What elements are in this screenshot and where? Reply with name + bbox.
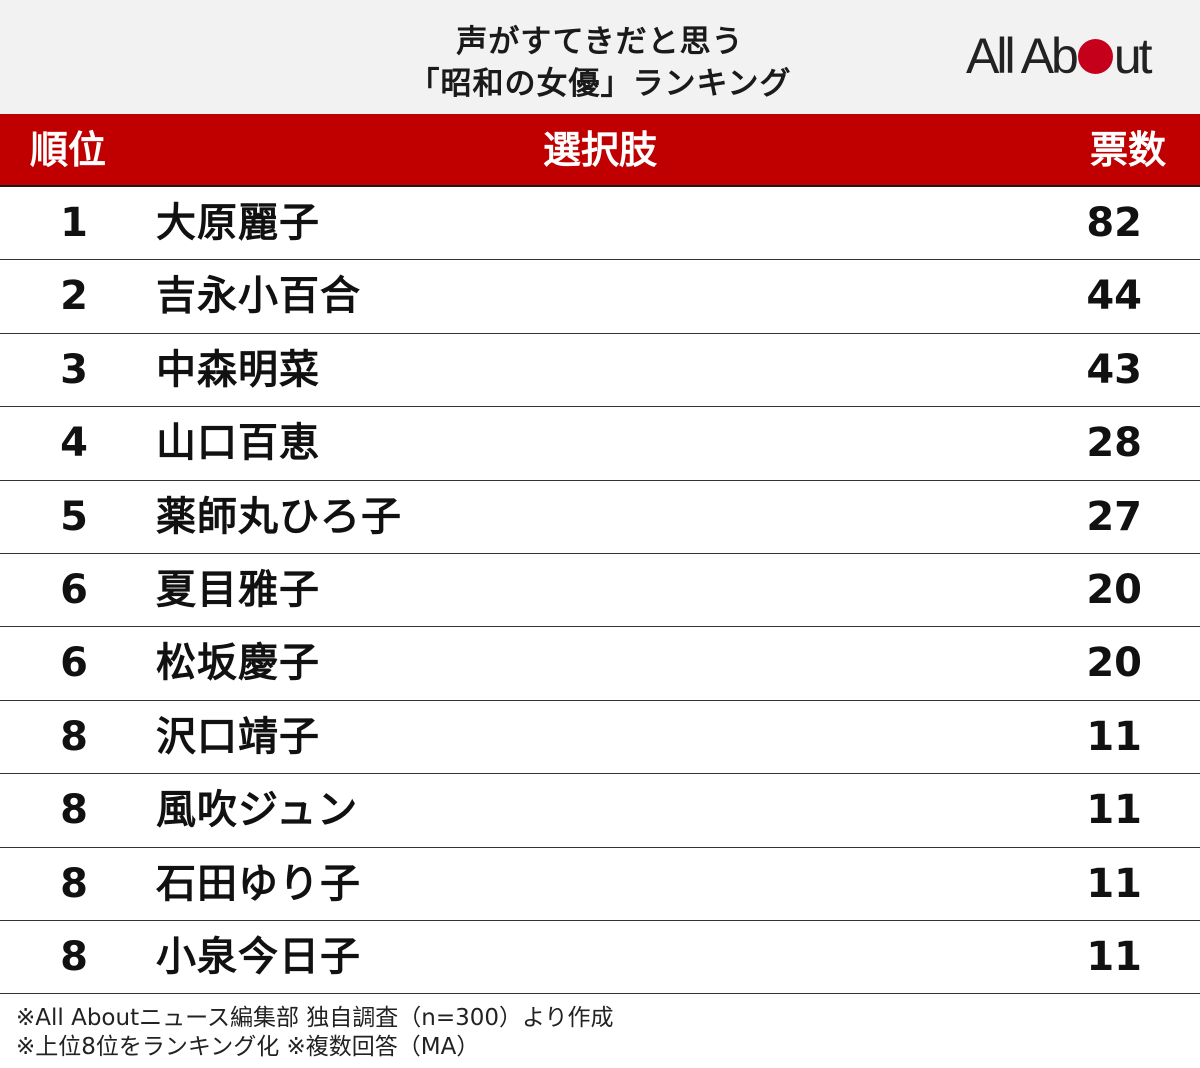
table-row: 5 薬師丸ひろ子 27 [0, 481, 1200, 554]
name-cell: 沢口靖子 [156, 713, 320, 760]
table-row: 2 吉永小百合 44 [0, 260, 1200, 334]
name-cell: 吉永小百合 [156, 273, 361, 320]
rank-cell: 8 [60, 713, 88, 760]
header-rank: 順位 [30, 128, 107, 172]
header-name: 選択肢 [542, 128, 657, 172]
logo-dot-icon [1077, 39, 1113, 74]
votes-cell: 11 [1086, 860, 1142, 907]
table-row: 3 中森明菜 43 [0, 334, 1200, 408]
header-votes: 票数 [1089, 128, 1166, 172]
votes-cell: 11 [1086, 713, 1142, 760]
name-cell: 薬師丸ひろ子 [156, 493, 402, 540]
title-line-1: 声がすてきだと思う [456, 24, 744, 60]
rank-cell: 8 [60, 787, 88, 834]
votes-cell: 27 [1086, 493, 1142, 540]
rank-cell: 1 [60, 200, 88, 246]
title-area: 声がすてきだと思う 「昭和の女優」ランキング All Ab ut [0, 0, 1200, 114]
footnotes: ※All Aboutニュース編集部 独自調査（n=300）より作成 ※上位8位を… [16, 1004, 614, 1062]
votes-cell: 43 [1086, 346, 1142, 393]
votes-cell: 20 [1086, 566, 1142, 613]
table-header: 順位 選択肢 票数 [0, 114, 1200, 187]
rank-cell: 6 [60, 640, 88, 687]
name-cell: 風吹ジュン [156, 787, 359, 834]
rank-cell: 4 [60, 420, 88, 467]
name-cell: 石田ゆり子 [156, 860, 361, 907]
rank-cell: 5 [60, 493, 88, 540]
votes-cell: 82 [1086, 200, 1142, 246]
title-line-2: 「昭和の女優」ランキング [408, 66, 792, 102]
table-row: 8 小泉今日子 11 [0, 921, 1200, 995]
votes-cell: 11 [1086, 787, 1142, 834]
votes-cell: 44 [1086, 273, 1142, 320]
table-row: 6 夏目雅子 20 [0, 554, 1200, 628]
logo-text-before: All Ab [966, 28, 1079, 84]
table-row: 8 風吹ジュン 11 [0, 774, 1200, 848]
table-row: 4 山口百恵 28 [0, 407, 1200, 481]
footnote-method: ※上位8位をランキング化 ※複数回答（MA） [16, 1034, 480, 1060]
rank-cell: 2 [60, 273, 88, 320]
all-about-logo: All Ab ut [966, 28, 1153, 84]
name-cell: 小泉今日子 [156, 933, 361, 980]
name-cell: 夏目雅子 [156, 566, 320, 613]
table-row: 6 松坂慶子 20 [0, 627, 1200, 701]
rank-cell: 6 [60, 566, 88, 613]
name-cell: 中森明菜 [156, 346, 320, 393]
votes-cell: 28 [1086, 420, 1142, 467]
table-row: 8 沢口靖子 11 [0, 701, 1200, 775]
rank-cell: 8 [60, 860, 88, 907]
name-cell: 松坂慶子 [156, 640, 320, 687]
votes-cell: 20 [1086, 640, 1142, 687]
ranking-table-body: 1 大原麗子 82 2 吉永小百合 44 3 中森明菜 43 4 山口百恵 28… [0, 187, 1200, 995]
table-row: 1 大原麗子 82 [0, 187, 1200, 261]
name-cell: 山口百恵 [156, 420, 320, 467]
footnote-source: ※All Aboutニュース編集部 独自調査（n=300）より作成 [16, 1005, 614, 1031]
logo-text-after: ut [1113, 28, 1153, 84]
rank-cell: 8 [60, 933, 88, 980]
votes-cell: 11 [1086, 933, 1142, 980]
table-row: 8 石田ゆり子 11 [0, 848, 1200, 921]
name-cell: 大原麗子 [156, 200, 320, 246]
rank-cell: 3 [60, 346, 88, 393]
